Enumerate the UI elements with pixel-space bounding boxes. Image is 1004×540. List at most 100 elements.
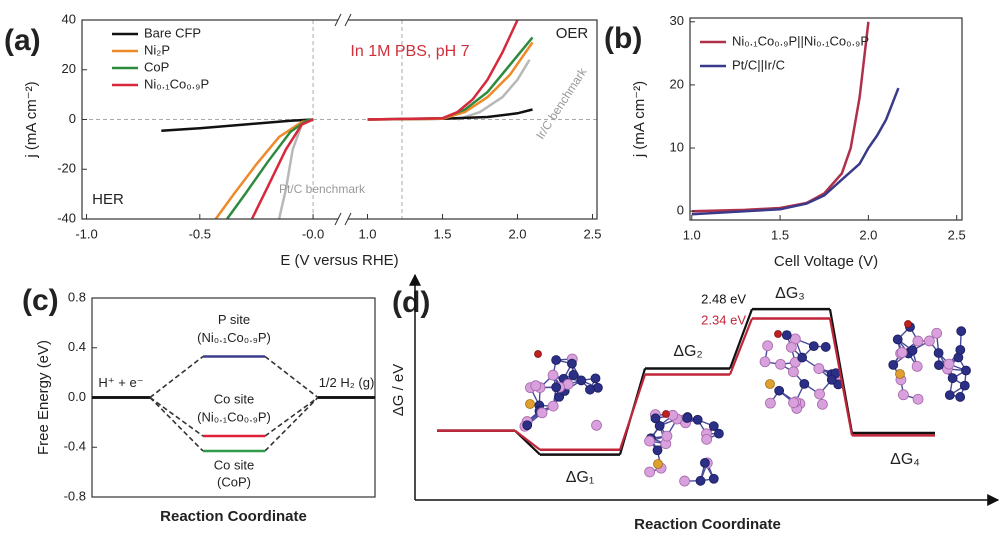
y-tick-label: -20 [57,161,76,176]
level-label: (CoP) [217,474,251,489]
step-label: ΔG₂ [673,343,702,360]
x-axis-label: Reaction Coordinate [160,508,307,525]
atom [585,385,594,394]
page: {"chart_data": [ {"type": "line", "panel… [0,0,1004,535]
atom [934,348,943,357]
atom [662,431,672,441]
x-tick-label: -1.0 [75,226,97,241]
step-connector [620,374,645,449]
x-tick-label: 1.0 [358,226,376,241]
atom [537,408,547,418]
atom [956,392,965,401]
x-axis-label: Reaction Coordinate [634,516,781,533]
atom [531,381,541,391]
atom [567,359,576,368]
annotation: In 1M PBS, pH 7 [350,43,469,60]
atom [934,361,943,370]
annotation: OER [556,25,589,42]
atom [593,383,602,392]
y-tick-label: -0.4 [64,439,86,454]
step-annotation: 2.48 eV [701,291,746,306]
atom [654,460,663,469]
atom [913,394,923,404]
x-axis-label: E (V versus RHE) [280,252,398,269]
step-label: ΔG₃ [775,285,805,302]
atom [569,370,578,379]
x-tick-label: 2.0 [859,227,877,242]
y-axis-label: j (mA cm⁻²) [631,81,648,158]
legend-label: Bare CFP [144,25,201,40]
x-tick-label: -0.5 [189,226,211,241]
x-tick-label: 2.5 [948,227,966,242]
atom [800,379,809,388]
level-label: (Ni₀.₁Co₀.₉P) [197,409,271,424]
molecule [760,331,843,414]
atom [957,327,966,336]
atom [913,336,923,346]
panel-label: (a) [4,24,41,57]
atom [763,341,773,351]
atom [548,401,558,411]
panel-label: (c) [22,284,59,317]
atom [789,398,799,408]
x-tick-label: -0.0 [302,226,324,241]
y-axis-label: Free Energy (eV) [35,340,52,455]
atom [702,434,712,444]
atom [905,321,912,328]
y-tick-label: 20 [670,76,684,91]
atom [523,421,532,430]
y-tick-label: 20 [62,61,76,76]
atom [765,398,775,408]
y-axis-label: ΔG / eV [390,364,407,417]
atom [798,353,807,362]
series-line [216,42,533,219]
x-axis-label: Cell Voltage (V) [774,253,878,270]
atom [651,414,660,423]
atom [548,370,558,380]
atom [898,390,908,400]
atom [645,467,655,477]
atom [709,474,718,483]
y-tick-label: -40 [57,210,76,225]
series-line [692,88,899,214]
atom [760,357,770,367]
molecule [645,410,724,486]
atom [827,375,836,384]
panel-label: (b) [604,22,642,55]
state-label: 1/2 H₂ (g) [319,375,375,390]
atom [696,476,705,485]
y-tick-label: 30 [670,13,684,28]
level-connector [265,398,318,437]
level-label: Co site [214,391,254,406]
atom [962,366,971,375]
atom [817,399,827,409]
atom [815,389,825,399]
x-tick-label: 2.5 [583,226,601,241]
y-tick-label: 0.4 [68,339,86,354]
atom [889,360,898,369]
level-connector [150,356,203,397]
atom [552,383,561,392]
atom [663,411,670,418]
atom [945,391,954,400]
legend-label: Ni₀.₁Co₀.₉P||Ni₀.₁Co₀.₉P [732,33,869,48]
atom [766,380,775,389]
atom [932,328,942,338]
atom [775,386,784,395]
level-connector [265,356,318,397]
atom [782,331,791,340]
atom [924,336,934,346]
legend-label: Ni₀.₁Co₀.₉P [144,76,209,91]
atom [709,422,718,431]
atom [809,342,818,351]
atom [645,436,655,446]
atom [775,331,782,338]
level-label: P site [218,312,250,327]
y-tick-label: -0.8 [64,488,86,503]
atom [535,351,542,358]
atom [591,374,600,383]
step-label: ΔG₄ [890,451,920,468]
level-label: Co site [214,457,254,472]
atom [552,356,561,365]
x-tick-label: 1.5 [771,227,789,242]
